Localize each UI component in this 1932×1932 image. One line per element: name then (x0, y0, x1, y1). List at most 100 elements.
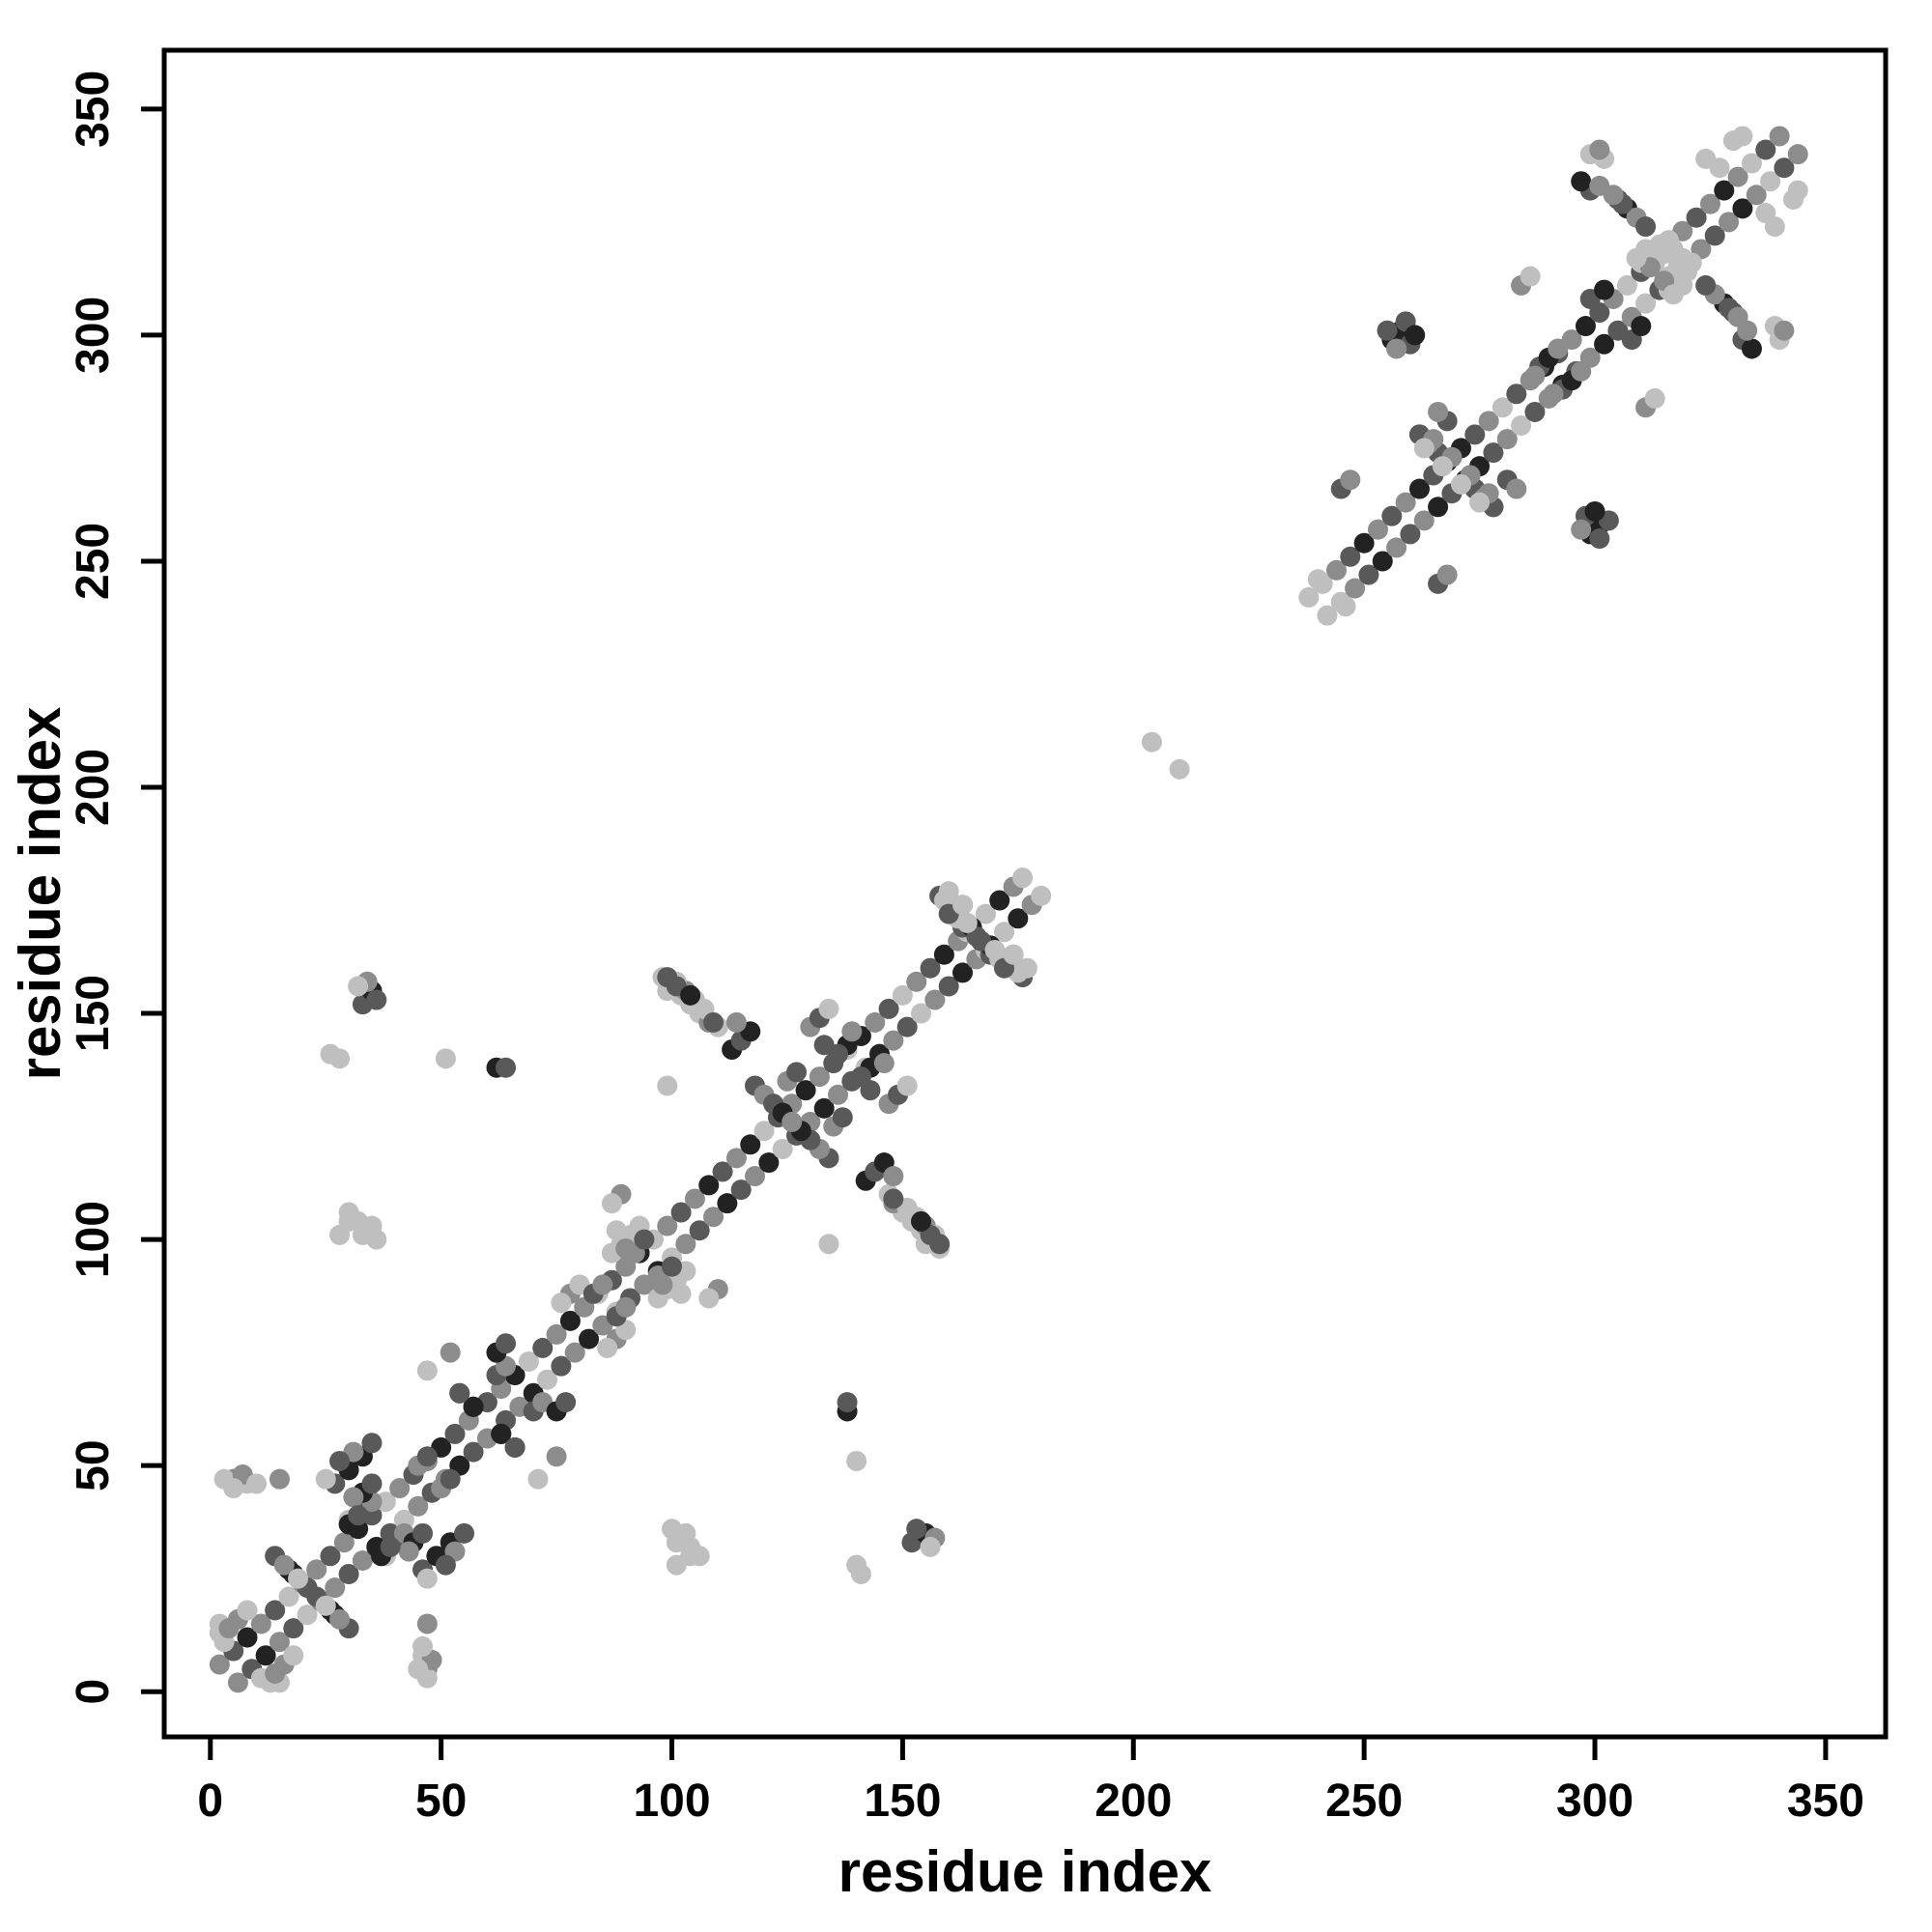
data-point (1400, 524, 1421, 545)
data-point (1714, 180, 1735, 201)
y-tick-label: 0 (68, 1679, 119, 1705)
data-point (1496, 429, 1518, 450)
data-point (546, 1323, 567, 1345)
data-point (1589, 139, 1610, 160)
data-point (1395, 492, 1416, 513)
data-point (657, 1215, 678, 1236)
data-point (454, 1522, 475, 1544)
y-tick-label: 250 (68, 523, 119, 600)
data-point (546, 1446, 567, 1467)
x-tick-label: 200 (1094, 1776, 1172, 1827)
data-point (878, 998, 899, 1019)
data-point (1367, 519, 1388, 540)
data-point (675, 1522, 696, 1544)
data-point (1548, 338, 1569, 359)
data-point (911, 1210, 932, 1232)
data-point (1594, 333, 1615, 355)
data-point (1358, 564, 1379, 585)
data-point (883, 1188, 904, 1209)
data-point (703, 1207, 724, 1228)
x-tick-label: 150 (864, 1776, 941, 1827)
data-point (1428, 401, 1449, 422)
y-tick-label: 350 (68, 71, 119, 148)
data-point (463, 1396, 484, 1417)
data-point (1432, 456, 1453, 477)
data-point (315, 1595, 336, 1616)
data-point (366, 989, 387, 1010)
data-point (662, 1256, 683, 1277)
data-point (329, 1450, 351, 1471)
y-axis-ticks: 0 50 100 150 200 250 300 350 (68, 71, 164, 1705)
data-point (1737, 320, 1758, 341)
data-point (828, 1084, 849, 1105)
x-axis-title: residue index (838, 1839, 1212, 1904)
data-point (1511, 415, 1532, 437)
data-point (1732, 126, 1753, 147)
data-point (1543, 384, 1564, 405)
data-point (315, 1468, 336, 1490)
data-point (975, 903, 996, 924)
data-point (412, 1635, 434, 1657)
data-point (1774, 157, 1795, 179)
data-point (1575, 316, 1596, 337)
data-point (601, 1193, 622, 1214)
data-point (496, 1333, 517, 1354)
data-point (320, 1043, 341, 1065)
data-point (343, 1487, 364, 1508)
data-point (1169, 758, 1190, 780)
data-point (1317, 605, 1338, 626)
data-point (1616, 274, 1637, 296)
data-point (813, 1035, 835, 1056)
data-point (1769, 126, 1790, 147)
data-point (850, 1563, 871, 1584)
data-point (527, 1468, 549, 1490)
x-tick-label: 0 (197, 1776, 223, 1827)
data-point (1016, 957, 1037, 979)
data-point (1524, 365, 1546, 386)
data-point (865, 1011, 886, 1033)
x-axis-ticks: 0 50 100 150 200 250 300 350 (197, 1737, 1864, 1827)
data-point (1584, 500, 1605, 522)
data-point (1644, 387, 1665, 409)
data-point (1003, 944, 1024, 965)
data-point (1635, 216, 1657, 238)
data-point (416, 1568, 438, 1589)
data-point (333, 1532, 355, 1553)
data-point (786, 1062, 808, 1083)
data-point (892, 984, 913, 1006)
data-point (952, 895, 974, 916)
data-point (920, 957, 941, 979)
data-point (883, 1030, 904, 1051)
plot-border (161, 47, 1889, 1740)
data-point (564, 1342, 585, 1363)
data-point (670, 1283, 692, 1304)
data-point (952, 962, 974, 983)
data-point (1695, 274, 1717, 296)
data-point (283, 1618, 304, 1639)
x-tick-label: 100 (633, 1776, 710, 1827)
data-point (1662, 284, 1684, 305)
data-point (1141, 731, 1162, 753)
data-point (444, 1423, 466, 1444)
data-point (712, 1161, 733, 1182)
data-point (1386, 537, 1407, 558)
data-point (698, 1175, 720, 1196)
data-point (1506, 478, 1527, 499)
data-point (320, 1546, 341, 1567)
data-point (813, 1097, 835, 1119)
data-point (255, 1645, 276, 1666)
data-point (781, 1111, 803, 1132)
data-point (657, 1075, 678, 1096)
data-point (246, 1473, 268, 1494)
data-point (1787, 144, 1808, 165)
data-point (933, 944, 954, 965)
data-point (809, 1066, 830, 1088)
data-point (269, 1632, 290, 1653)
data-point (1506, 384, 1527, 405)
data-point (416, 1613, 438, 1634)
data-point (408, 1495, 429, 1517)
data-point (1381, 505, 1403, 526)
data-point (1727, 166, 1748, 187)
data-point (297, 1605, 318, 1626)
data-point (1709, 157, 1730, 179)
